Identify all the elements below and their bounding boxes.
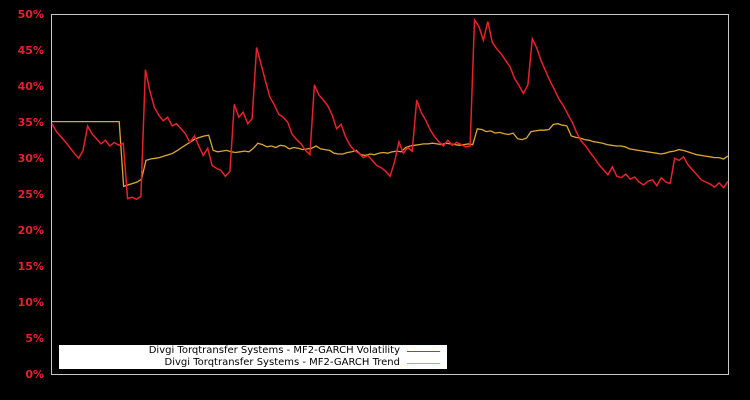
y-tick-label: 0% [25,368,44,381]
legend-swatch-volatility [407,350,440,352]
legend-label-trend: Divgi Torqtransfer Systems - MF2-GARCH T… [164,357,400,368]
y-tick-label: 25% [17,188,44,201]
volatility-series-line [51,17,729,201]
trend-series-line [52,120,729,188]
y-tick-label: 20% [17,224,44,237]
y-tick-label: 15% [17,260,44,273]
y-tick-label: 10% [17,296,44,309]
y-tick-label: 45% [17,44,44,57]
plot-frame [51,14,729,375]
legend-item-volatility: Divgi Torqtransfer Systems - MF2-GARCH V… [149,345,447,357]
legend: Divgi Torqtransfer Systems - MF2-GARCH V… [59,345,447,369]
legend-label-volatility: Divgi Torqtransfer Systems - MF2-GARCH V… [148,345,400,356]
legend-item-trend: Divgi Torqtransfer Systems - MF2-GARCH T… [165,357,447,369]
y-tick-label: 50% [17,8,44,21]
y-tick-label: 30% [17,152,44,165]
y-tick-label: 40% [17,80,44,93]
legend-swatch-trend [407,362,440,364]
y-tick-label: 5% [25,332,44,345]
y-tick-label: 35% [17,116,44,129]
